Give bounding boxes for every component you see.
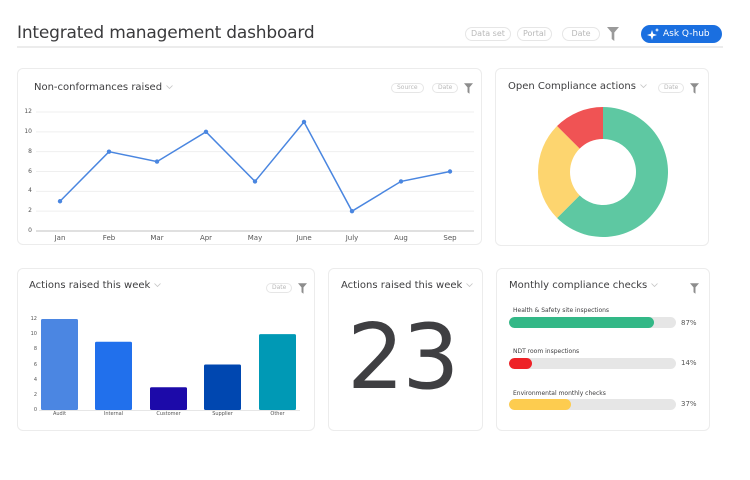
bar[interactable]: [204, 364, 241, 411]
progress-bar-health-safety: [509, 317, 676, 328]
donut-chart: [538, 107, 668, 237]
y-tick-label: 4: [33, 376, 37, 383]
x-tick-label: Audit: [52, 411, 67, 417]
chevron-down-icon: [640, 84, 647, 88]
y-tick-label: 8: [33, 346, 37, 353]
ask-q-hub-button[interactable]: Ask Q-hub: [641, 25, 722, 43]
x-tick-label: May: [247, 234, 263, 242]
ask-q-hub-label: Ask Q-hub: [663, 29, 710, 39]
y-tick-label: 10: [30, 331, 37, 338]
donut-slice[interactable]: [538, 126, 580, 218]
x-tick-label: Internal: [103, 411, 124, 417]
y-tick-label: 6: [28, 167, 32, 175]
actions-week-kpi-title[interactable]: Actions raised this week: [341, 280, 474, 291]
donut-slice[interactable]: [557, 107, 668, 237]
progress-bar-ndt-room: [509, 358, 676, 369]
filter-chip-source[interactable]: Source: [391, 83, 424, 93]
progress-percent: 87%: [681, 319, 697, 327]
chevron-down-icon: [466, 283, 474, 287]
filter-chip-date[interactable]: Date: [562, 27, 600, 41]
bar[interactable]: [259, 334, 296, 410]
x-tick-label: Other: [270, 411, 285, 417]
x-tick-label: Sep: [443, 234, 457, 242]
progress-fill: [509, 399, 571, 410]
chevron-down-icon: [651, 283, 659, 287]
progress-fill: [509, 358, 533, 369]
y-tick-label: 12: [30, 316, 37, 322]
bar[interactable]: [95, 341, 132, 410]
x-tick-label: Customer: [156, 411, 181, 417]
filter-chip-date[interactable]: Date: [658, 83, 685, 93]
y-tick-label: 2: [28, 207, 32, 215]
y-tick-label: 4: [28, 187, 32, 195]
actions-week-kpi-card: [328, 268, 483, 431]
y-tick-label: 12: [24, 108, 32, 115]
y-tick-label: 6: [33, 361, 37, 368]
monthly-checks-title[interactable]: Monthly compliance checks: [509, 280, 659, 291]
kpi-value: 23: [347, 305, 460, 410]
donut-slice[interactable]: [557, 107, 603, 149]
y-tick-label: 0: [33, 407, 37, 413]
bar[interactable]: [150, 387, 187, 410]
x-tick-label: Apr: [199, 234, 213, 242]
x-tick-label: Mar: [150, 234, 164, 242]
progress-bar-environmental: [509, 399, 676, 410]
y-tick-label: 2: [33, 391, 37, 398]
filter-chip-data-set[interactable]: Data set: [465, 27, 511, 41]
sparkle-icon: [647, 28, 660, 47]
x-tick-label: Feb: [102, 234, 116, 242]
page-title: Integrated management dashboard: [17, 23, 315, 43]
progress-label: Health & Safety site inspections: [513, 307, 610, 314]
title-divider: [17, 46, 723, 48]
x-tick-label: July: [345, 234, 359, 242]
filter-chip-portal[interactable]: Portal: [517, 27, 552, 41]
y-tick-label: 0: [28, 227, 32, 234]
filter-chip-date[interactable]: Date: [432, 83, 459, 93]
actions-week-bar-title[interactable]: Actions raised this week: [29, 280, 162, 291]
x-tick-label: Aug: [394, 234, 408, 242]
x-tick-label: Supplier: [212, 411, 233, 417]
progress-label: Environmental monthly checks: [513, 390, 606, 397]
bar[interactable]: [41, 319, 78, 410]
compliance-actions-title[interactable]: Open Compliance actions: [508, 81, 647, 92]
chevron-down-icon: [154, 283, 162, 287]
nonconformances-title[interactable]: Non-conformances raised: [34, 82, 173, 93]
y-tick-label: 8: [28, 147, 32, 155]
progress-percent: 37%: [681, 400, 697, 408]
progress-percent: 14%: [681, 359, 697, 367]
filter-chip-date[interactable]: Date: [266, 283, 293, 293]
progress-fill: [509, 317, 655, 328]
x-tick-label: Jan: [54, 234, 66, 242]
x-tick-label: June: [296, 234, 312, 242]
nonconformances-card: [17, 68, 482, 245]
progress-label: NDT room inspections: [513, 348, 580, 355]
y-tick-label: 10: [24, 127, 32, 135]
chevron-down-icon: [166, 85, 173, 89]
